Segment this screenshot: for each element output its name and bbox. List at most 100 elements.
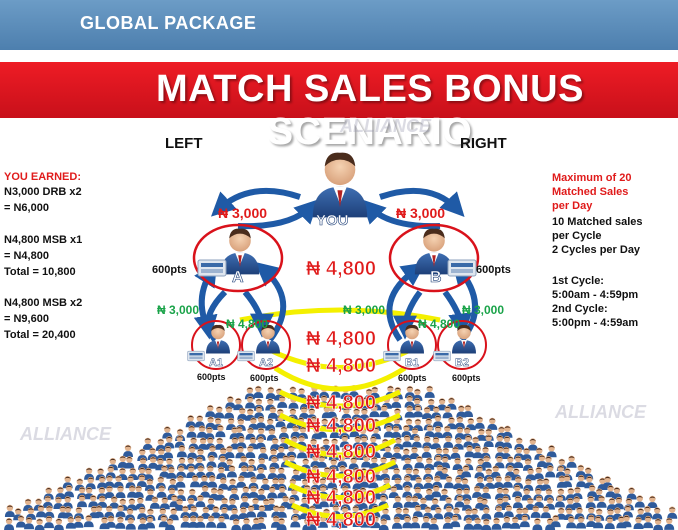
match-amount-2: ₦ 4,800 [306, 328, 376, 350]
green-amount-b-far: ₦ 3,000 [462, 303, 504, 317]
match-amount-1: ₦ 4,800 [306, 258, 376, 280]
match-amount-9: ₦ 4,800 [306, 509, 376, 530]
match-amount-8: ₦ 4,800 [306, 487, 376, 509]
b1-package-icon [383, 350, 401, 362]
crowd-person [34, 518, 45, 530]
earnings-line: = N6,000 [4, 202, 49, 214]
crowd-person [265, 386, 276, 399]
crowd-person [218, 477, 229, 490]
crowd-person [278, 426, 289, 439]
earnings-line: N4,800 MSB x1 [4, 234, 83, 246]
crowd-person [667, 506, 678, 519]
crowd-person [533, 466, 544, 480]
crowd-person [431, 436, 441, 450]
svg-text:ALLIANCE: ALLIANCE [19, 424, 112, 444]
right-side-label: RIGHT [460, 135, 507, 152]
crowd-person [410, 516, 421, 529]
earnings-panel: YOU EARNED: N3,000 DRB x2 = N6,000 N4,80… [0, 160, 146, 390]
a1-points: 600pts [197, 372, 226, 382]
crowd-person [653, 518, 664, 530]
crowd-person [454, 416, 465, 429]
rules-line: 5:00am - 4:59pm [552, 289, 639, 301]
crowd-person [194, 415, 205, 428]
rules-line: per Cycle [552, 230, 602, 242]
b2-package-icon [433, 350, 451, 362]
rules-line: 10 Matched sales [552, 216, 643, 228]
earnings-line: N3,000 DRB x2 [4, 186, 82, 198]
a2-points: 600pts [250, 373, 279, 383]
b-label: B [430, 269, 442, 286]
circle-b2 [437, 320, 487, 370]
crowd-person [546, 445, 557, 458]
a-points: 600pts [152, 264, 187, 276]
crowd-person [378, 518, 389, 530]
crowd-person [205, 404, 216, 418]
crowd-person [115, 516, 126, 529]
a1-package-icon [187, 350, 205, 362]
crowd-person [566, 455, 577, 468]
page-title: MATCH SALES BONUS SCENARIO [156, 68, 584, 153]
crowd-person [424, 385, 435, 398]
crowd-person [4, 517, 15, 530]
a-person-icon [220, 228, 260, 275]
crowd-person [53, 518, 64, 530]
green-amount-a-right: ₦ 4,800 [226, 317, 268, 331]
crowd-person [474, 416, 485, 429]
earnings-total: Total = 10,800 [4, 266, 76, 278]
watermark-layer: ALLIANCE ALLIANCE ALLIANCE [19, 116, 647, 444]
crowd-person [647, 495, 658, 508]
crowd-person [55, 486, 66, 499]
match-amount-3: ₦ 4,800 [306, 355, 376, 377]
circle-a [192, 223, 284, 293]
crowd-person [265, 418, 276, 431]
crowd-person [241, 517, 252, 530]
crowd-person [664, 517, 675, 530]
crowd-person [652, 507, 663, 520]
drb-right-amount: ₦ 3,000 [396, 205, 445, 221]
title-banner: MATCH SALES BONUS SCENARIO [0, 62, 678, 153]
a2-package-icon [237, 350, 255, 362]
rules-line: 5:00pm - 4:59am [552, 317, 639, 329]
rules-line: 2 Cycles per Day [552, 244, 641, 256]
crowd-person [452, 457, 463, 470]
crowd-person [267, 466, 278, 479]
b-person-icon [414, 228, 454, 275]
crowd-person [428, 517, 439, 530]
circle-a2 [241, 320, 291, 370]
crowd-person [481, 518, 492, 530]
circle-a1 [191, 320, 241, 370]
match-amount-6: ₦ 4,800 [306, 441, 376, 463]
rules-line: Maximum of 20 [552, 172, 632, 184]
circle-b [388, 223, 480, 293]
earnings-line: N4,800 MSB x2 [4, 297, 83, 309]
circle-b1 [387, 320, 437, 370]
crowd-person [502, 425, 513, 438]
crowd-person [258, 446, 269, 460]
crowd-person [487, 417, 498, 430]
crowd-person [626, 487, 637, 500]
a2-label: A2 [259, 357, 273, 369]
match-amount-5: ₦ 4,800 [306, 415, 376, 437]
b-points: 600pts [476, 264, 511, 276]
you-label: YOU [316, 212, 349, 229]
crowd-person [501, 516, 512, 529]
crowd-person [123, 444, 133, 457]
green-amount-b-right: ₦ 4,800 [418, 317, 460, 331]
b1-label: B1 [405, 357, 419, 369]
green-amount-a-left: ₦ 3,000 [157, 303, 199, 317]
earnings-line: = N4,800 [4, 250, 49, 262]
earnings-line: = N9,600 [4, 313, 49, 325]
match-amount-4: ₦ 4,800 [306, 392, 376, 414]
crowd-person [185, 415, 196, 428]
a1-label: A1 [209, 357, 223, 369]
crowd-person [260, 477, 271, 491]
match-amount-7: ₦ 4,800 [306, 466, 376, 488]
you-person-icon [312, 152, 368, 218]
b2-points: 600pts [452, 373, 481, 383]
crowd-person [491, 517, 502, 530]
earnings-heading: YOU EARNED: [4, 171, 82, 183]
crowd-person [44, 515, 54, 529]
b2-label: B2 [455, 357, 469, 369]
crowd-person [4, 504, 15, 517]
